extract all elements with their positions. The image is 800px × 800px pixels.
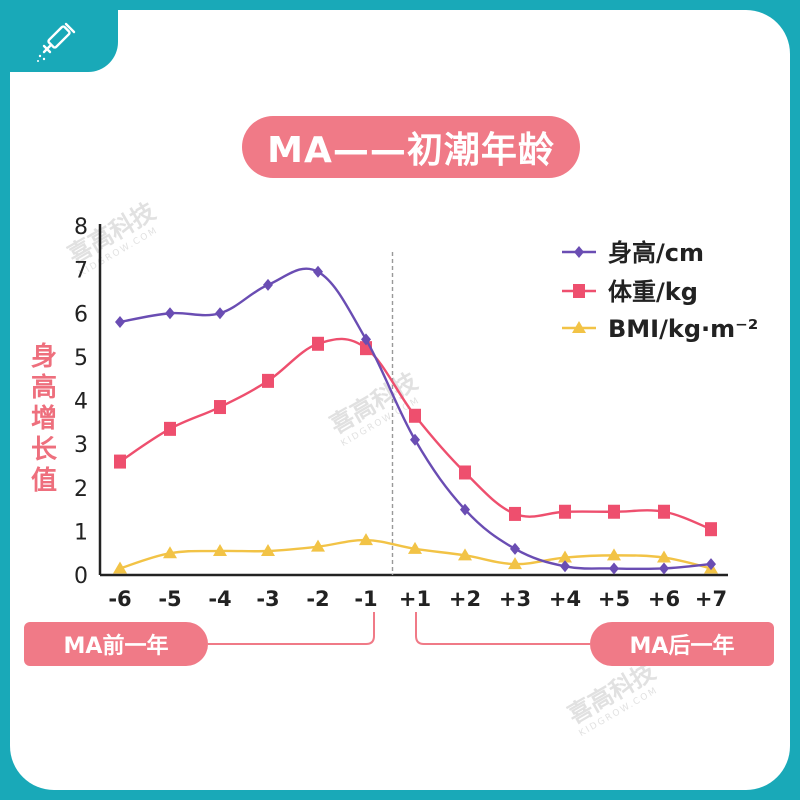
- y-tick-label: 0: [74, 564, 88, 589]
- data-point-2: [311, 539, 325, 552]
- x-tick-label: +5: [598, 587, 630, 611]
- data-point-2: [359, 533, 373, 546]
- x-tick-label: +6: [648, 587, 680, 611]
- x-tick-label: -1: [354, 587, 377, 611]
- data-point-2: [607, 548, 621, 561]
- legend-marker: [574, 246, 584, 258]
- data-point-0: [165, 307, 175, 320]
- data-point-1: [262, 373, 274, 388]
- data-point-0: [313, 265, 323, 278]
- legend-label: BMI/kg·m⁻²: [608, 315, 758, 343]
- data-point-0: [215, 307, 225, 320]
- y-tick-label: 1: [74, 520, 88, 545]
- data-point-0: [115, 315, 125, 328]
- x-tick-label: -2: [306, 587, 329, 611]
- legend-label: 体重/kg: [608, 278, 698, 306]
- data-point-0: [560, 560, 570, 573]
- data-point-1: [312, 336, 324, 351]
- before-ma-label: MA前一年: [24, 622, 208, 666]
- data-point-2: [408, 541, 422, 554]
- legend-marker: [573, 284, 585, 298]
- data-point-1: [114, 454, 126, 469]
- data-point-0: [706, 558, 716, 571]
- data-point-0: [460, 503, 470, 516]
- syringe-icon: [37, 22, 76, 62]
- data-point-2: [113, 561, 127, 574]
- data-point-2: [458, 548, 472, 561]
- x-tick-label: +7: [695, 587, 727, 611]
- data-point-0: [609, 562, 619, 575]
- y-tick-label: 6: [74, 302, 88, 327]
- y-axis-label-char: 高: [30, 373, 57, 403]
- data-point-2: [163, 546, 177, 559]
- y-tick-label: 2: [74, 477, 88, 502]
- y-axis-label-char: 值: [30, 466, 57, 496]
- y-tick-label: 3: [74, 433, 88, 458]
- data-point-0: [263, 278, 273, 291]
- data-point-1: [509, 506, 521, 521]
- data-point-0: [510, 542, 520, 555]
- data-point-1: [705, 522, 717, 537]
- y-axis-label-char: 增: [30, 404, 57, 434]
- x-tick-label: +3: [499, 587, 531, 611]
- y-tick-label: 7: [74, 259, 88, 284]
- data-point-1: [164, 421, 176, 436]
- data-point-0: [410, 433, 420, 446]
- data-point-2: [508, 557, 522, 570]
- chart-title: MA——初潮年龄: [242, 116, 580, 178]
- x-tick-label: +2: [449, 587, 481, 611]
- x-tick-label: -5: [158, 587, 181, 611]
- legend-marker: [572, 321, 586, 333]
- y-axis-label: 身 高 增 长 值: [26, 342, 62, 497]
- y-tick-label: 8: [74, 215, 88, 240]
- x-tick-label: +4: [549, 587, 581, 611]
- series-line-1: [119, 337, 712, 531]
- data-point-1: [559, 504, 571, 519]
- y-tick-label: 5: [74, 346, 88, 371]
- data-point-1: [214, 400, 226, 415]
- y-axis-label-char: 长: [30, 435, 57, 465]
- data-point-2: [558, 550, 572, 563]
- y-axis-label-char: 身: [30, 342, 57, 372]
- data-point-2: [657, 550, 671, 563]
- before-ma-bracket: [208, 612, 375, 645]
- corner-tab: [10, 10, 118, 72]
- legend-label: 身高/cm: [608, 239, 704, 267]
- data-point-2: [213, 544, 227, 557]
- data-point-0: [659, 562, 669, 575]
- y-tick-label: 4: [74, 390, 88, 415]
- x-tick-label: -6: [108, 587, 131, 611]
- x-tick-label: -4: [208, 587, 231, 611]
- data-point-1: [608, 504, 620, 519]
- data-point-1: [459, 465, 471, 480]
- data-point-0: [361, 333, 371, 346]
- x-tick-label: +1: [399, 587, 431, 611]
- after-ma-bracket: [415, 612, 590, 645]
- data-point-2: [261, 544, 275, 557]
- after-ma-label: MA后一年: [590, 622, 774, 666]
- x-tick-label: -3: [256, 587, 279, 611]
- data-point-1: [409, 408, 421, 423]
- data-point-1: [658, 504, 670, 519]
